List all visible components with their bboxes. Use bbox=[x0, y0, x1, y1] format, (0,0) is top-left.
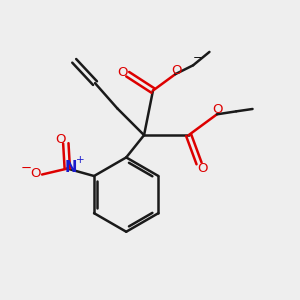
Text: O: O bbox=[197, 162, 207, 175]
Text: N: N bbox=[65, 160, 77, 175]
Text: O: O bbox=[30, 167, 41, 180]
Text: −: − bbox=[193, 51, 202, 64]
Text: O: O bbox=[117, 66, 128, 79]
Text: O: O bbox=[55, 133, 66, 146]
Text: O: O bbox=[212, 103, 223, 116]
Text: +: + bbox=[76, 155, 84, 165]
Text: O: O bbox=[171, 64, 181, 77]
Text: −: − bbox=[21, 161, 32, 175]
